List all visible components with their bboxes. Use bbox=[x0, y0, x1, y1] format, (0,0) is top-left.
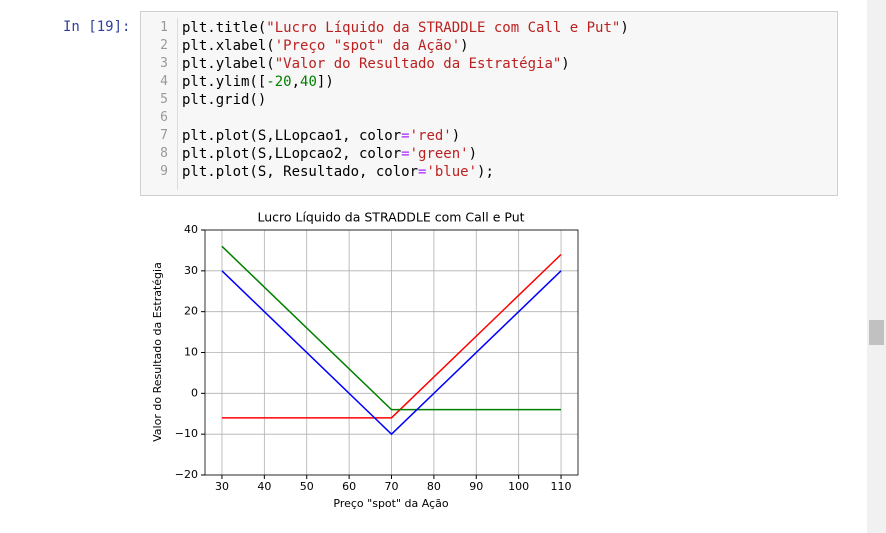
code-line: plt.grid() bbox=[182, 92, 267, 108]
x-axis-label: Preço "spot" da Ação bbox=[333, 497, 448, 510]
gutter bbox=[141, 18, 178, 190]
x-tick-label: 30 bbox=[215, 480, 229, 493]
chart-title: Lucro Líquido da STRADDLE com Call e Put bbox=[257, 210, 524, 225]
line-number: 5 bbox=[160, 92, 168, 107]
x-tick-label: 60 bbox=[342, 480, 356, 493]
y-tick-label: −10 bbox=[175, 427, 198, 440]
x-tick-label: 80 bbox=[427, 480, 441, 493]
line-number: 1 bbox=[160, 20, 168, 35]
y-tick-label: −20 bbox=[175, 468, 198, 481]
code-line: plt.ylabel("Valor do Resultado da Estrat… bbox=[182, 56, 570, 72]
y-tick-label: 20 bbox=[184, 305, 198, 318]
code-line: plt.plot(S, Resultado, color='blue'); bbox=[182, 164, 494, 180]
y-tick-label: 40 bbox=[184, 223, 198, 236]
scrollbar-thumb[interactable] bbox=[869, 320, 884, 345]
code-line: plt.plot(S,LLopcao1, color='red') bbox=[182, 128, 461, 144]
code-line: plt.ylim([-20,40]) bbox=[182, 74, 334, 90]
code-line: plt.plot(S,LLopcao2, color='green') bbox=[182, 146, 478, 162]
x-tick-label: 90 bbox=[469, 480, 483, 493]
line-number: 6 bbox=[160, 110, 168, 125]
y-tick-label: 0 bbox=[191, 386, 198, 399]
code-line: plt.title("Lucro Líquido da STRADDLE com… bbox=[182, 20, 629, 36]
x-tick-label: 70 bbox=[385, 480, 399, 493]
line-number: 9 bbox=[160, 164, 168, 179]
line-number: 8 bbox=[160, 146, 168, 161]
x-tick-label: 100 bbox=[508, 480, 529, 493]
data-line bbox=[221, 253, 562, 419]
line-number: 4 bbox=[160, 74, 168, 89]
cell-prompt: In [19]: bbox=[63, 19, 131, 35]
y-tick-label: 30 bbox=[184, 264, 198, 277]
data-line bbox=[221, 270, 562, 436]
y-tick-label: 10 bbox=[184, 346, 198, 359]
code-line: plt.xlabel('Preço "spot" da Ação') bbox=[182, 38, 469, 54]
line-number: 2 bbox=[160, 38, 168, 53]
x-tick-label: 50 bbox=[300, 480, 314, 493]
plot-frame bbox=[204, 229, 579, 476]
y-axis-label: Valor do Resultado da Estratégia bbox=[151, 262, 164, 442]
line-number: 3 bbox=[160, 56, 168, 71]
scrollbar[interactable] bbox=[867, 0, 886, 533]
line-number: 7 bbox=[160, 128, 168, 143]
data-line bbox=[221, 245, 562, 411]
code-cell[interactable] bbox=[140, 11, 838, 196]
x-tick-label: 110 bbox=[551, 480, 572, 493]
x-tick-label: 40 bbox=[257, 480, 271, 493]
